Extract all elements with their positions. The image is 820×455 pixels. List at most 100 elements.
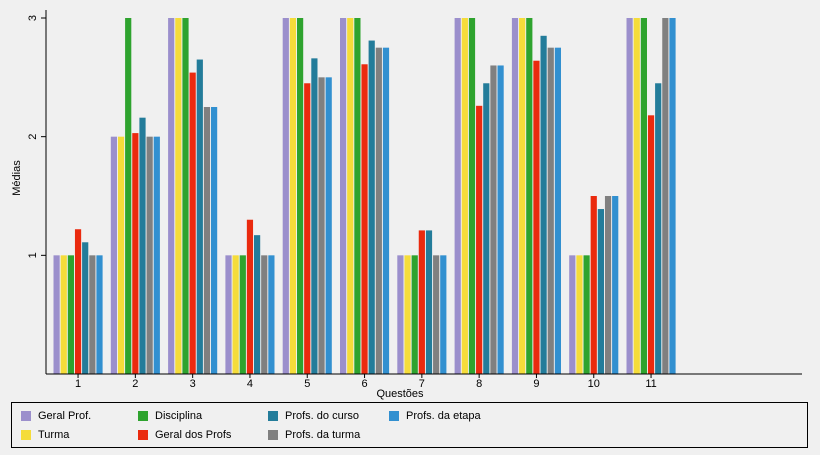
bar-2-q6 [347, 18, 354, 374]
x-tick-label: 1 [75, 378, 81, 390]
bar-3-q2 [125, 18, 132, 374]
legend-swatch [21, 430, 31, 440]
legend-swatch [389, 411, 399, 421]
bar-3-q4 [239, 255, 246, 374]
bar-2-q4 [232, 255, 239, 374]
x-tick-label: 9 [533, 378, 539, 390]
bar-4-q11 [647, 115, 655, 374]
x-tick-label: 2 [132, 378, 138, 390]
bar-4-q8 [476, 105, 483, 374]
bar-1-q9 [511, 18, 519, 374]
bar-2-q2 [117, 136, 125, 374]
bar-5-q7 [425, 230, 433, 374]
bar-5-q10 [597, 209, 604, 374]
legend: Geral Prof. Turma Disciplina Geral dos Prof… [11, 402, 808, 448]
bar-7-q2 [153, 136, 160, 374]
bar-4-q3 [189, 72, 196, 374]
bars-layer [53, 18, 676, 375]
legend-label: Turma [38, 429, 70, 441]
legend-swatch [268, 411, 278, 421]
bar-6-q2 [146, 136, 153, 374]
bar-1-q5 [282, 18, 289, 374]
bar-5-q3 [196, 59, 203, 374]
bar-2-q10 [576, 255, 583, 374]
x-tick-label: 10 [588, 378, 600, 390]
bar-4-q4 [246, 219, 254, 374]
bar-5-q4 [254, 235, 261, 374]
bar-1-q7 [397, 255, 404, 374]
bar-6-q3 [203, 107, 211, 374]
bar-3-q1 [67, 255, 74, 374]
bar-3-q3 [182, 18, 189, 374]
bar-4-q1 [74, 229, 82, 374]
x-tick-label: 7 [419, 378, 425, 390]
bar-3-q5 [297, 18, 304, 374]
bar-1-q8 [454, 18, 461, 374]
bar-6-q1 [89, 255, 96, 374]
bar-3-q8 [468, 18, 476, 374]
bar-4-q5 [304, 83, 311, 375]
bar-7-q8 [497, 65, 504, 374]
bar-6-q6 [375, 47, 382, 375]
bar-5-q6 [368, 40, 375, 375]
bar-6-q4 [261, 255, 268, 374]
bar-2-q11 [633, 18, 640, 374]
bar-1-q1 [53, 255, 60, 374]
legend-swatch [138, 430, 148, 440]
bar-6-q7 [433, 255, 440, 374]
legend-label: Geral Prof. [38, 410, 92, 422]
y-tick-label: 1 [27, 252, 39, 258]
legend-swatch [268, 430, 278, 440]
legend-label: Profs. da etapa [406, 410, 481, 422]
bar-4-q6 [361, 64, 368, 374]
bar-7-q9 [554, 47, 561, 375]
bar-2-q8 [461, 18, 468, 374]
bar-2-q1 [60, 255, 67, 374]
bar-3-q10 [583, 255, 590, 374]
bar-1-q2 [110, 136, 117, 374]
bar-1-q11 [626, 18, 633, 374]
bar-5-q8 [483, 83, 490, 375]
legend-label: Geral dos Profs [155, 429, 232, 441]
bar-4-q10 [590, 196, 597, 374]
x-tick-label: 8 [476, 378, 482, 390]
chart-area: 1 2 3 4 5 6 7 8 9 10 11 1 2 3 Médias Questões [11, 10, 802, 400]
bar-1-q3 [168, 18, 175, 374]
bar-3-q7 [411, 255, 418, 374]
bar-6-q11 [662, 18, 669, 374]
bar-3-q9 [526, 18, 533, 374]
bar-5-q2 [139, 117, 146, 375]
bar-7-q3 [211, 107, 218, 374]
bar-7-q7 [440, 255, 447, 374]
y-tick-label: 2 [27, 134, 39, 140]
legend-swatch [138, 411, 148, 421]
bar-3-q6 [354, 18, 361, 374]
legend-label: Profs. da turma [285, 429, 361, 441]
legend-label: Profs. do curso [285, 410, 359, 422]
x-tick-label: 3 [190, 378, 196, 390]
bar-5-q5 [311, 58, 318, 374]
x-tick-label: 6 [361, 378, 367, 390]
bar-7-q4 [268, 255, 275, 374]
bar-3-q11 [640, 18, 647, 374]
legend-label: Disciplina [155, 410, 203, 422]
bar-1-q6 [340, 18, 347, 374]
bar-2-q9 [519, 18, 526, 374]
bar-4-q9 [533, 60, 540, 374]
x-tick-label: 11 [645, 378, 656, 390]
bar-6-q8 [490, 65, 497, 374]
y-tick-label: 3 [27, 15, 39, 21]
bar-7-q10 [612, 196, 619, 374]
bar-5-q1 [82, 242, 89, 374]
y-axis-title: Médias [11, 160, 23, 196]
bar-2-q7 [404, 255, 411, 374]
bar-1-q4 [225, 255, 232, 374]
bar-1-q10 [569, 255, 576, 374]
bar-2-q3 [175, 18, 182, 374]
bar-7-q1 [96, 255, 103, 374]
x-tick-label: 5 [304, 378, 310, 390]
bar-2-q5 [289, 18, 297, 374]
x-tick-label: 4 [247, 378, 253, 390]
